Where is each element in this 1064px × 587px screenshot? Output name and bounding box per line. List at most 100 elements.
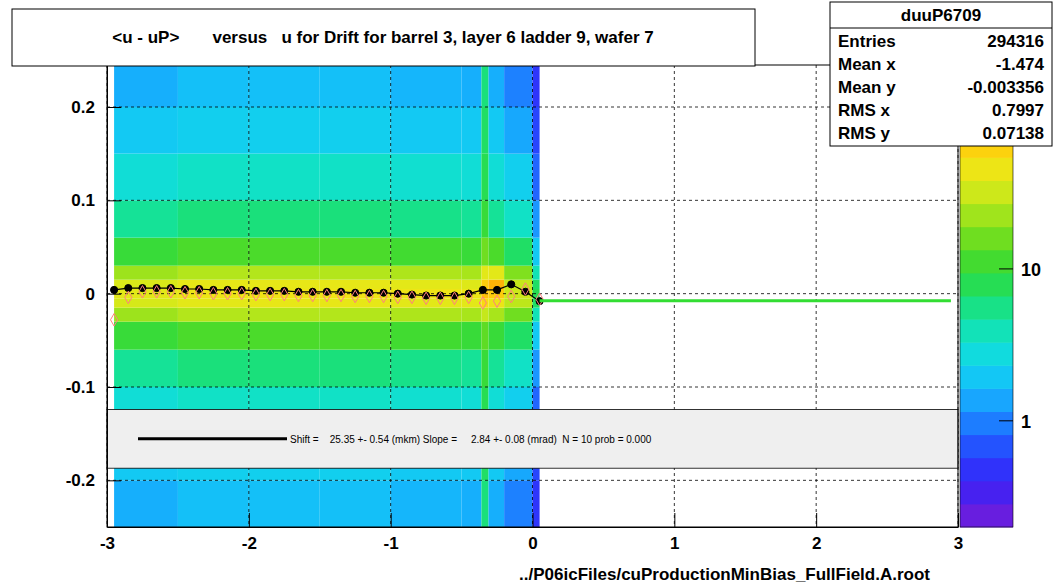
heatmap-cell [489, 238, 505, 266]
heatmap-cell [504, 107, 532, 154]
series-marker [479, 286, 486, 293]
heatmap-cell [391, 107, 462, 154]
stats-label: RMS x [838, 101, 891, 120]
heatmap-cell [481, 350, 488, 387]
tick: -0.2 [66, 471, 121, 490]
heatmap-cell [320, 238, 391, 266]
title: <u - uP> versus u for Drift for barrel 3… [112, 28, 653, 47]
heatmap-cell [391, 480, 462, 527]
tick-label: -0.1 [66, 378, 95, 397]
fit-legend: Shift = 25.35 +- 0.54 (mkm) Slope = 2.84… [107, 409, 958, 468]
heatmap-cell [391, 298, 462, 307]
heatmap-cell [320, 350, 391, 387]
series-marker [508, 290, 515, 302]
heatmap-cell [533, 266, 540, 280]
tick-label: 1 [670, 534, 679, 553]
stats-label: Mean x [838, 55, 896, 74]
heatmap-cell [114, 322, 178, 350]
tick-label: -0.2 [66, 471, 95, 490]
heatmap-cell [489, 107, 505, 154]
colorbar-slice [960, 319, 1013, 343]
heatmap-cell [533, 350, 540, 387]
heatmap-cell [249, 480, 320, 527]
heatmap-cell [462, 280, 482, 289]
series-line [540, 299, 951, 302]
heatmap-cell [114, 266, 178, 280]
heatmap-cell [178, 308, 249, 322]
heatmap-cell [462, 322, 482, 350]
heatmap-cell [114, 308, 178, 322]
heatmap-cell [114, 154, 178, 201]
heatmap-cell [320, 107, 391, 154]
tick-mark [107, 200, 121, 201]
heatmap-cell [391, 280, 462, 289]
series-marker [394, 291, 401, 303]
heatmap-cell [114, 65, 178, 107]
series-marker [380, 290, 387, 302]
heatmap-cell [320, 280, 391, 289]
heatmap-cell [114, 107, 178, 154]
heatmap-cell [391, 308, 462, 322]
heatmap-cell [320, 65, 391, 107]
heatmap-cell [249, 238, 320, 266]
stats-box: duuP6709Entries294316Mean x-1.474Mean y-… [830, 2, 1052, 146]
colorbar-slice [960, 342, 1013, 366]
series-line [114, 284, 539, 301]
tick-label: 2 [812, 534, 821, 553]
series-marker [493, 295, 500, 307]
heatmap-cell [462, 266, 482, 280]
tick-mark [958, 513, 959, 527]
title-box [12, 9, 755, 66]
tick-label: 3 [954, 534, 963, 553]
heatmap-cell [178, 480, 249, 527]
colorbar-tick-label: 10 [1021, 260, 1041, 280]
heatmap-cell [504, 308, 532, 322]
heatmap-cell [391, 322, 462, 350]
colorbar-slice [960, 181, 1013, 205]
tick-mark [674, 513, 675, 527]
heatmap-cell [249, 322, 320, 350]
stats-value: 0.7997 [992, 101, 1044, 120]
tick-mark [533, 513, 534, 527]
heatmap-cell [489, 154, 505, 201]
heatmap-cell [489, 480, 505, 527]
series-marker [196, 286, 203, 298]
tick: -1 [384, 513, 399, 553]
colorbar-slice [960, 296, 1013, 320]
tick-mark [816, 513, 817, 527]
heatmap-cell [178, 350, 249, 387]
colorbar-slice [960, 157, 1013, 181]
series-marker [366, 290, 373, 302]
heatmap-cell [320, 154, 391, 201]
heatmap-cell [249, 350, 320, 387]
heatmap-cell [462, 107, 482, 154]
heatmap-cell [320, 200, 391, 237]
heatmap-cell [533, 107, 540, 154]
series-marker [281, 288, 288, 300]
heatmap-cell [481, 65, 488, 107]
heatmap-cell [114, 298, 178, 307]
colorbar-tick-label: 1 [1021, 412, 1031, 432]
heatmap-cell [249, 107, 320, 154]
tick-label: -1 [384, 534, 399, 553]
heatmap-cell [504, 266, 532, 280]
tick: 1 [670, 513, 679, 553]
series-marker [479, 297, 486, 309]
heatmap-cell [481, 200, 488, 237]
heatmap-cell [249, 308, 320, 322]
stats-label: RMS y [838, 124, 891, 143]
colorbar-tick [999, 268, 1013, 269]
heatmap-cell [533, 280, 540, 289]
tick: 0.1 [71, 191, 121, 210]
series-marker [522, 283, 529, 295]
tick-label: 0 [86, 285, 95, 304]
heatmap-cell [489, 200, 505, 237]
series-layer [110, 281, 950, 326]
heatmap-cell [504, 200, 532, 237]
heatmap-cell [249, 65, 320, 107]
stats-label: Entries [838, 32, 896, 51]
heatmap-cell [533, 65, 540, 107]
grid-line-y [107, 387, 958, 388]
series-marker [267, 288, 274, 300]
fit-legend-box [107, 409, 958, 468]
